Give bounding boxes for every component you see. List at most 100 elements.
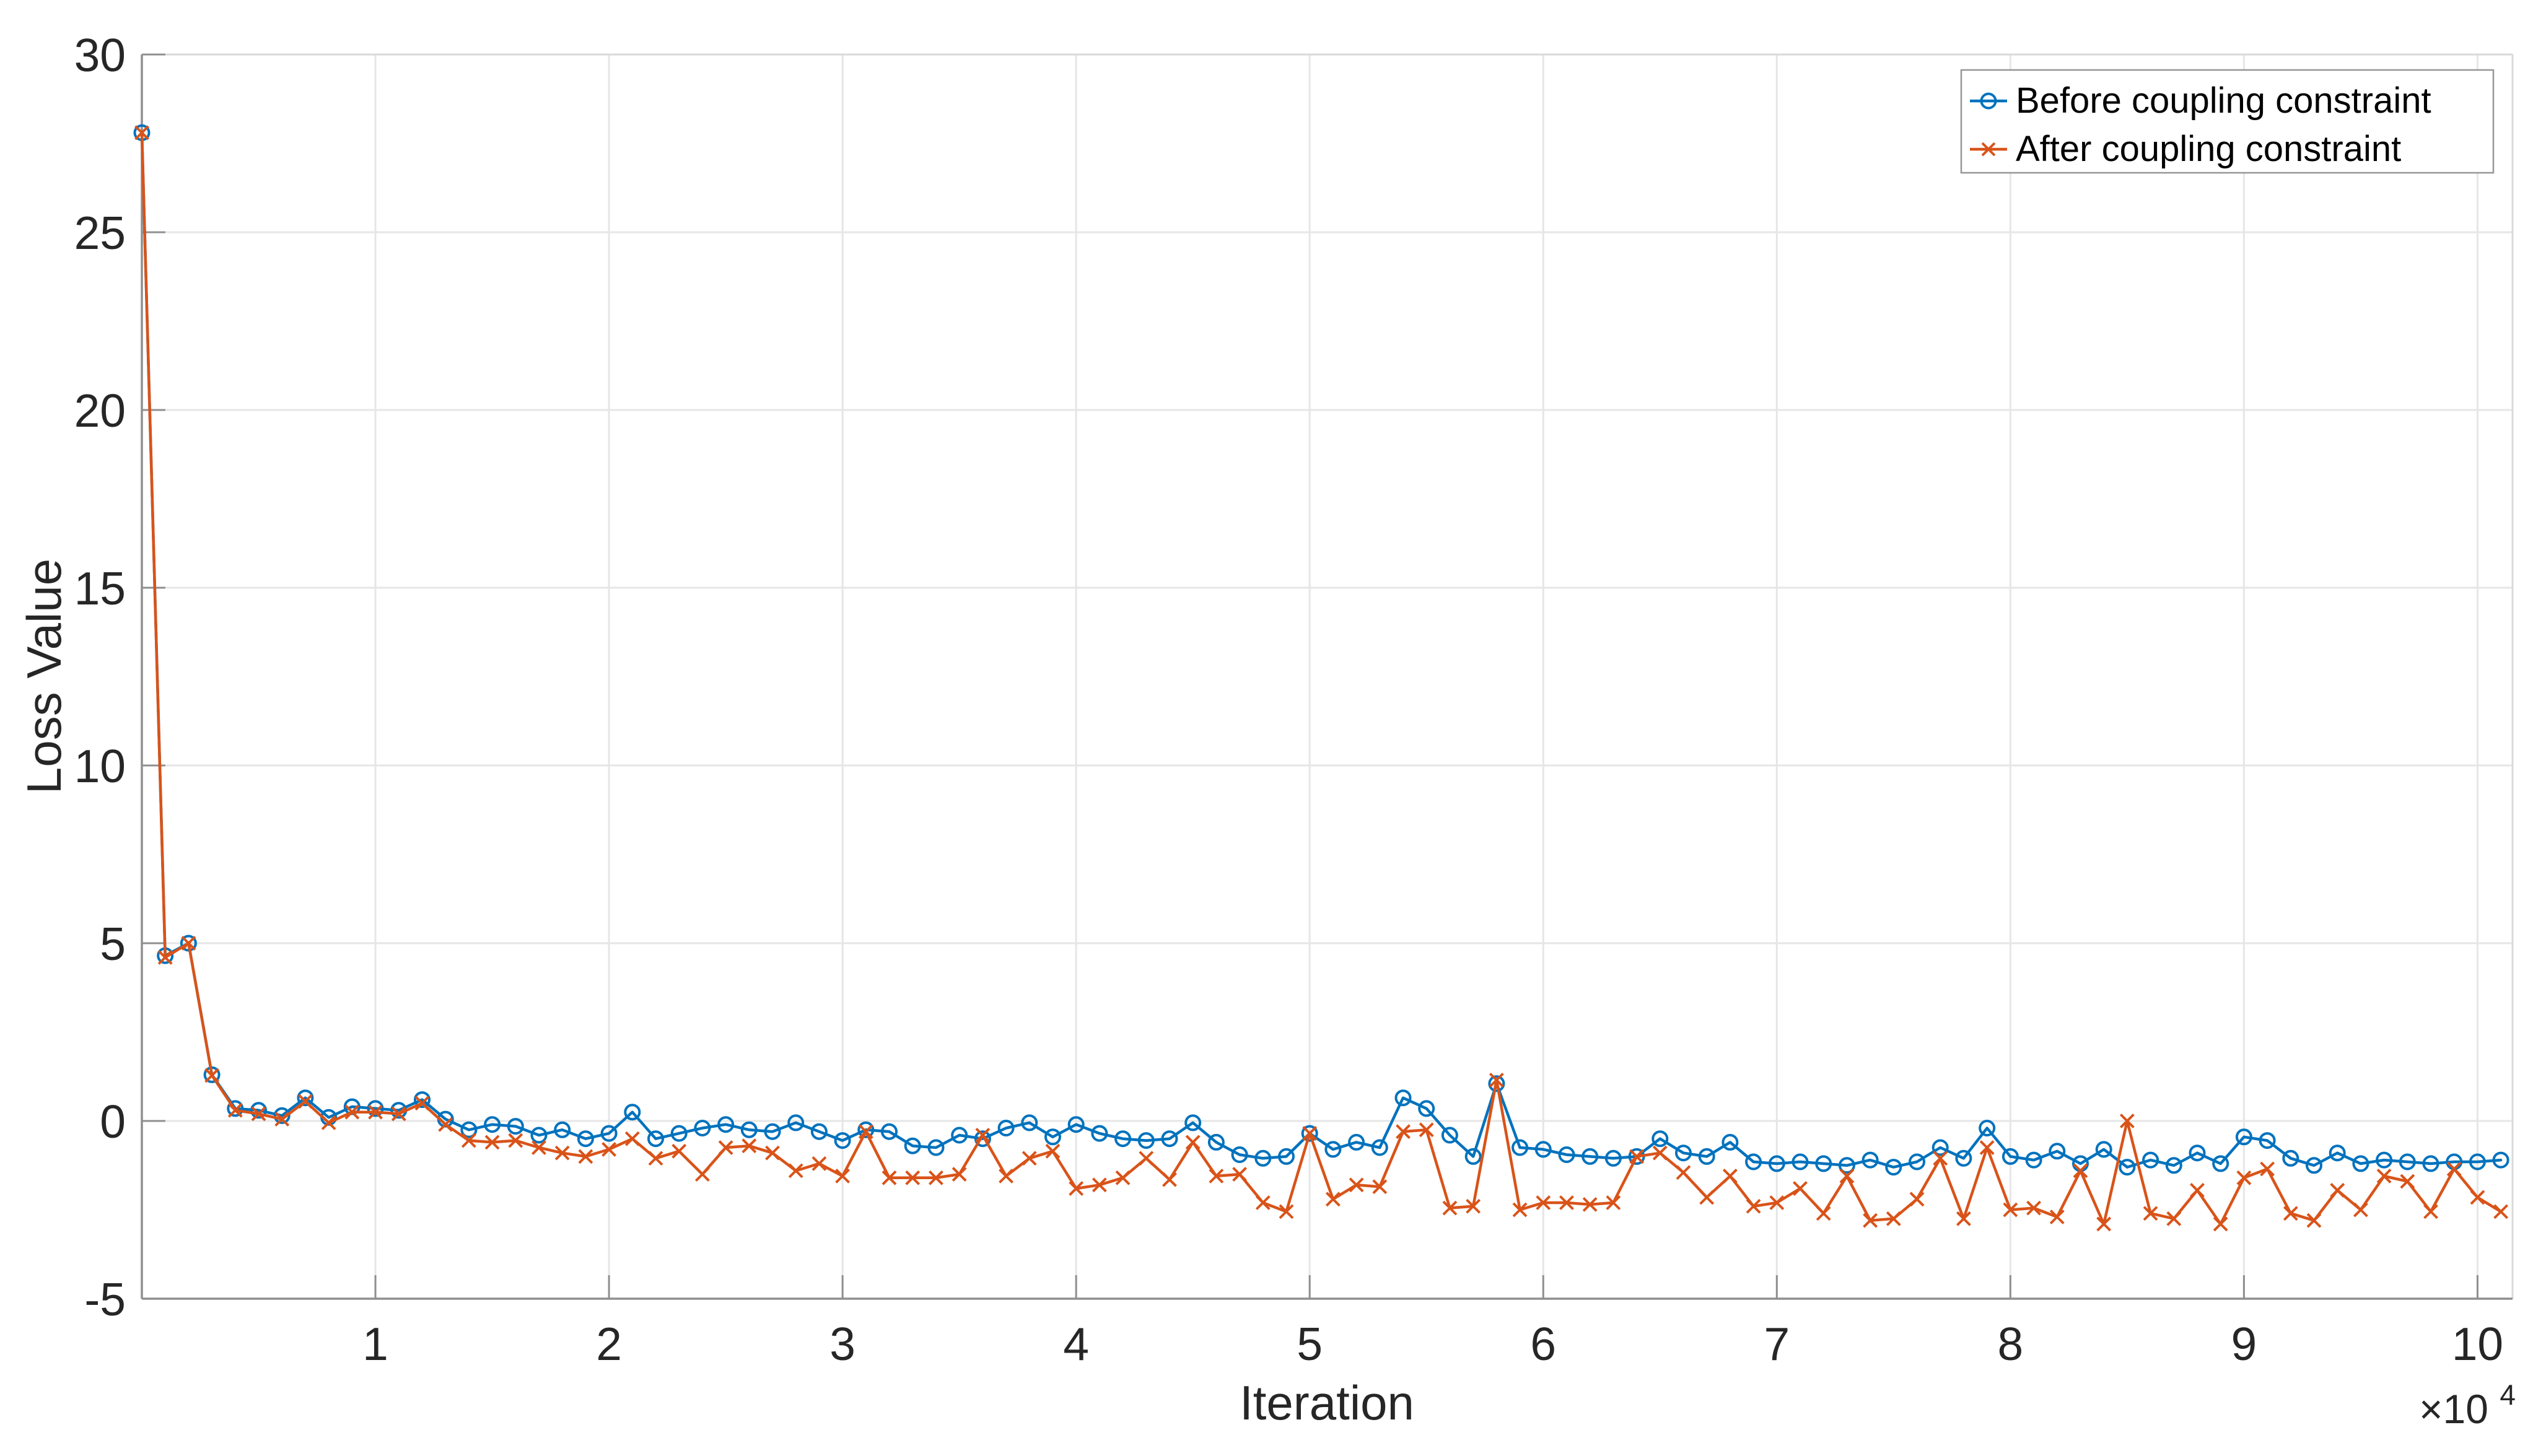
y-tick-label: 15 (74, 562, 126, 614)
series-marker-circle (1278, 1148, 1295, 1165)
series-marker-circle (1254, 1149, 1272, 1167)
x-axis-multiplier-base: ×10 (2419, 1386, 2488, 1432)
series-marker-circle (881, 1123, 898, 1140)
series-marker-circle (1021, 1114, 1038, 1131)
series-marker-circle (1768, 1155, 1785, 1172)
series-marker-circle (227, 1100, 244, 1117)
series-marker-circle (2189, 1144, 2206, 1162)
series-marker-circle (2235, 1128, 2252, 1146)
series-marker-circle (787, 1114, 805, 1131)
legend-label-after: After coupling constraint (2016, 129, 2401, 169)
series-marker-circle (1324, 1141, 1342, 1158)
series-marker-circle (2165, 1157, 2182, 1174)
series-marker-circle (1558, 1146, 1575, 1163)
series-marker-circle (1955, 1149, 1972, 1167)
x-axis-multiplier-exponent: 4 (2500, 1379, 2516, 1411)
series-marker-circle (1511, 1139, 1529, 1156)
legend-x-marker-icon (1981, 142, 1996, 157)
y-tick-label: 20 (74, 385, 126, 437)
series-marker-circle (297, 1089, 314, 1107)
series-marker-circle (2469, 1153, 2486, 1170)
plot-area: 1 2 3 4 5 6 7 8 9 10 -5 0 5 10 15 20 25 30 (74, 29, 2514, 1370)
y-tick-label: 10 (74, 740, 126, 792)
series-marker-circle (1207, 1133, 1225, 1151)
series-marker-circle (2001, 1148, 2019, 1165)
series-marker-circle (1394, 1089, 1412, 1107)
series-marker-circle (2282, 1149, 2299, 1167)
series-marker-circle (554, 1121, 571, 1138)
series-marker-circle (484, 1116, 501, 1133)
series-marker-circle (600, 1125, 618, 1142)
x-tick-label: 6 (1530, 1318, 1556, 1370)
series-marker-circle (1791, 1153, 1809, 1170)
series-marker-circle (951, 1127, 968, 1144)
series-marker-circle (1838, 1157, 1855, 1174)
series-marker-circle (507, 1118, 524, 1135)
series-marker-circle (530, 1127, 548, 1144)
legend-box (1960, 69, 2495, 174)
series-marker-circle (1488, 1075, 1505, 1092)
series-marker-circle (460, 1121, 478, 1138)
series-marker-circle (624, 1104, 641, 1121)
series-line-after (140, 131, 2503, 1226)
x-axis-label: Iteration (1240, 1375, 1414, 1430)
series-marker-circle (857, 1121, 875, 1138)
series-marker-circle (717, 1116, 735, 1133)
series-line-before (140, 131, 2503, 1169)
series-marker-circle (1137, 1132, 1155, 1149)
series-marker-circle (1371, 1139, 1388, 1156)
series-marker-circle (2492, 1151, 2509, 1169)
series-marker-circle (2212, 1155, 2229, 1172)
legend-label-before: Before coupling constraint (2016, 81, 2431, 121)
y-tick-label: 5 (100, 918, 126, 970)
series-marker-circle (577, 1130, 594, 1148)
series-marker-circle (997, 1120, 1015, 1136)
series-marker-circle (1861, 1151, 1879, 1169)
x-tick-label: 2 (596, 1318, 622, 1370)
series-marker-circle (974, 1130, 991, 1148)
y-tick-label: -5 (84, 1273, 126, 1325)
series-marker-circle (1418, 1100, 1435, 1117)
series-marker-circle (1885, 1159, 1902, 1176)
series-marker-circle (367, 1100, 384, 1117)
series-marker-circle (1114, 1130, 1132, 1148)
series-marker-circle (2119, 1159, 2136, 1176)
x-tick-label: 10 (2452, 1318, 2503, 1370)
series-marker-circle (273, 1107, 291, 1124)
series-marker-circle (2095, 1141, 2112, 1158)
series-marker-circle (834, 1132, 851, 1149)
y-axis-label: Loss Value (17, 559, 71, 794)
series-marker-circle (1441, 1127, 1458, 1144)
series-marker-circle (670, 1125, 688, 1142)
series-marker-circle (2049, 1143, 2066, 1160)
series-marker-circle (1067, 1116, 1085, 1133)
series-marker-circle (1721, 1133, 1739, 1151)
series-marker-circle (927, 1139, 945, 1156)
series-marker-circle (647, 1130, 664, 1148)
series-marker-circle (1581, 1148, 1599, 1165)
series-marker-circle (764, 1123, 781, 1140)
x-tick-label: 1 (362, 1318, 388, 1370)
x-tick-label: 3 (829, 1318, 855, 1370)
series-marker-circle (1464, 1148, 1482, 1165)
series-marker-circle (1675, 1144, 1692, 1162)
series-marker-circle (1184, 1114, 1202, 1131)
series-marker-circle (2142, 1151, 2159, 1169)
series-marker-circle (414, 1091, 431, 1109)
x-tick-label: 8 (1997, 1318, 2023, 1370)
series-marker-circle (1348, 1133, 1365, 1151)
series-marker-circle (1815, 1155, 1832, 1172)
series-marker-circle (2422, 1155, 2439, 1172)
x-tick-label: 5 (1297, 1318, 1323, 1370)
y-tick-label: 30 (74, 29, 126, 81)
x-axis-multiplier: ×10 4 (2419, 1379, 2516, 1432)
legend: Before coupling constraint After couplin… (1960, 69, 2495, 174)
series-marker-circle (250, 1102, 267, 1119)
legend-circle-marker-icon (1980, 92, 1997, 110)
series-marker-circle (2352, 1155, 2369, 1172)
series-marker-circle (1231, 1146, 1248, 1163)
series-marker-circle (1698, 1148, 1715, 1165)
series-marker-circle (740, 1121, 758, 1138)
